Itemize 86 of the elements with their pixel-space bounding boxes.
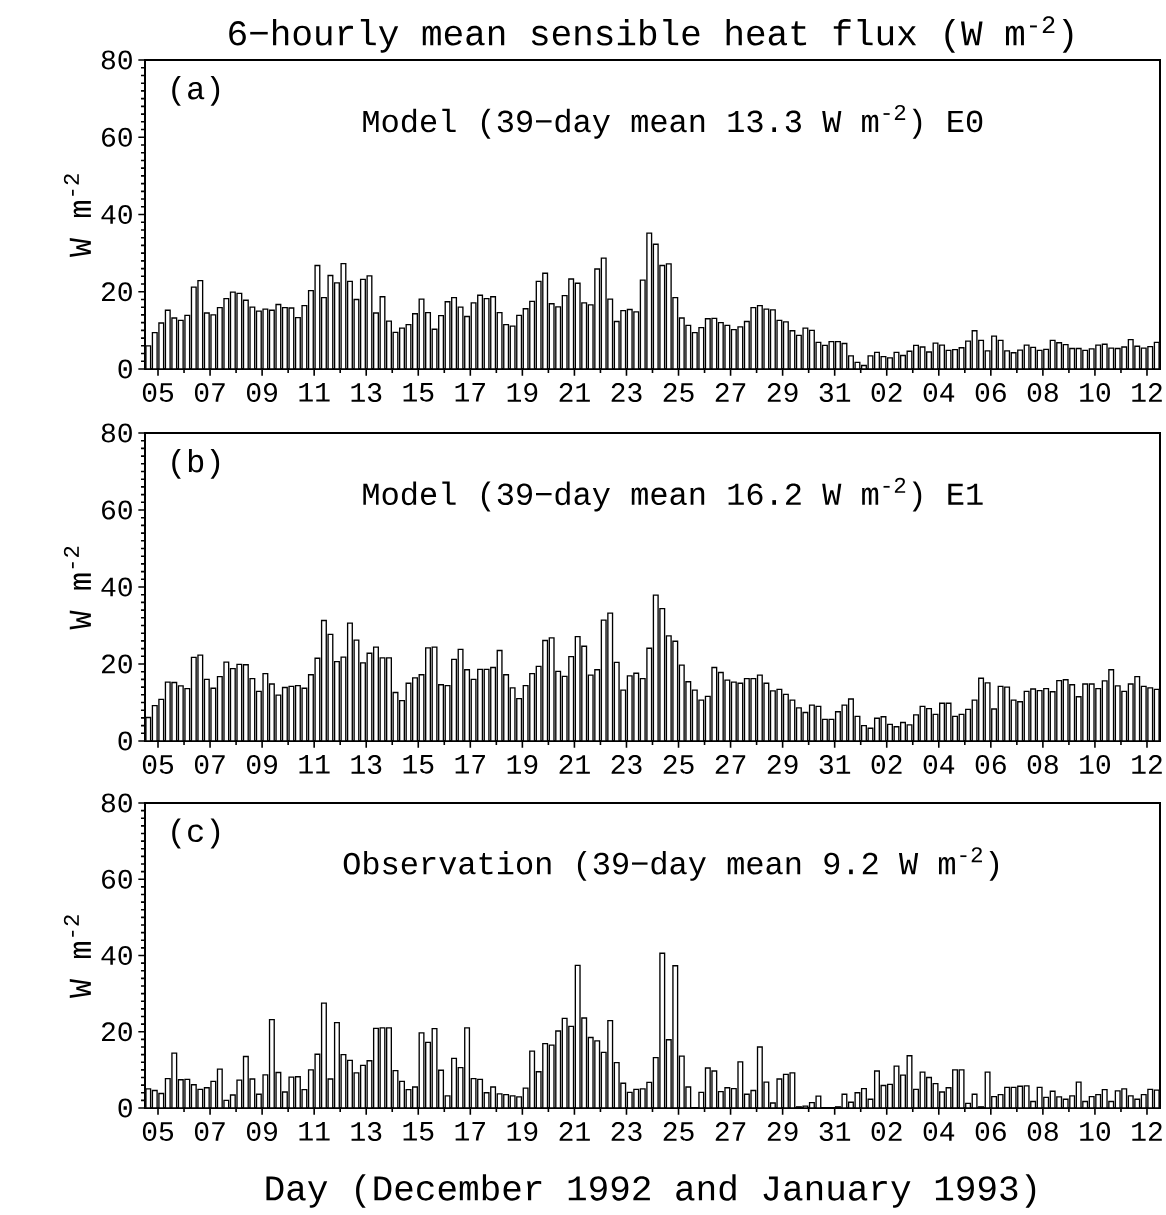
x-tick-label: 25 — [663, 755, 694, 775]
x-tick-label: 17 — [455, 1122, 485, 1141]
x-tick-label: 31 — [819, 755, 851, 775]
x-tick-label: 27 — [715, 1122, 746, 1141]
y-axis-title: W m$^{-2}$ — [63, 546, 91, 630]
y-tick-label: 80 — [101, 423, 132, 443]
x-tick-label: 12 — [1132, 1122, 1162, 1141]
x-tick-label: 04 — [923, 1122, 955, 1142]
x-tick-label: 25 — [663, 383, 694, 403]
x-tick-label: 21 — [559, 1122, 590, 1141]
x-tick-label: 06 — [975, 1122, 1006, 1142]
x-tick-label: 08 — [1027, 383, 1058, 403]
x-tick-label: 29 — [767, 755, 798, 775]
x-tick-label: 15 — [403, 383, 434, 402]
x-tick-label: 15 — [403, 1122, 434, 1141]
x-tick-label: 12 — [1132, 755, 1162, 774]
x-tick-label: 02 — [871, 1122, 902, 1142]
x-tick-label: 23 — [611, 383, 642, 403]
x-tick-label: 19 — [507, 1122, 538, 1142]
y-axis-title: W m$^{-2}$ — [63, 915, 91, 999]
y-tick-label: 0 — [118, 731, 132, 751]
x-tick-label: 05 — [142, 383, 174, 403]
x-axis-title: Day (December 1992 and January 1993) — [266, 1174, 1036, 1208]
annotation: (b) — [172, 448, 220, 479]
y-tick-label: 40 — [101, 577, 132, 597]
x-tick-label: 08 — [1027, 1122, 1058, 1142]
x-tick-label: 11 — [299, 383, 330, 402]
y-tick-label: 80 — [101, 793, 132, 813]
y-tick-label: 20 — [101, 654, 132, 674]
x-tick-label: 04 — [923, 383, 955, 403]
y-tick-label: 0 — [118, 359, 132, 379]
y-tick-label: 20 — [101, 1022, 132, 1042]
x-tick-label: 12 — [1132, 383, 1162, 402]
x-tick-label: 15 — [403, 755, 434, 774]
x-tick-label: 11 — [299, 1122, 330, 1141]
chart-title: 6−hourly mean sensible heat flux (W m$^{-2}$) — [229, 16, 1073, 53]
x-tick-label: 31 — [819, 383, 851, 403]
annotation: Model (39−day mean 16.2 W m$^{-2}$) E1 — [363, 477, 983, 512]
x-tick-label: 10 — [1080, 755, 1111, 775]
x-tick-label: 29 — [767, 383, 798, 403]
x-tick-label: 07 — [194, 383, 225, 403]
x-tick-label: 21 — [559, 383, 590, 402]
x-tick-label: 23 — [611, 1122, 642, 1142]
x-tick-label: 17 — [455, 755, 485, 774]
annotation: (c) — [172, 818, 220, 849]
x-tick-label: 05 — [142, 1122, 174, 1142]
x-tick-label: 27 — [715, 755, 746, 774]
x-tick-label: 09 — [247, 1122, 277, 1142]
x-tick-label: 10 — [1080, 383, 1111, 403]
x-tick-label: 13 — [351, 1122, 382, 1142]
x-tick-label: 02 — [871, 755, 902, 775]
annotation: Observation (39−day mean 9.2 W m$^{-2}$) — [343, 847, 999, 881]
x-tick-label: 07 — [194, 1122, 225, 1142]
x-tick-label: 09 — [247, 383, 277, 403]
x-tick-label: 19 — [507, 755, 538, 775]
x-tick-label: 17 — [455, 383, 485, 402]
x-tick-label: 05 — [142, 755, 174, 775]
x-tick-label: 04 — [923, 755, 955, 775]
y-axis-title: W m$^{-2}$ — [63, 174, 91, 258]
x-tick-label: 23 — [611, 755, 642, 775]
x-tick-label: 13 — [351, 383, 382, 403]
x-tick-label: 19 — [507, 383, 538, 403]
x-tick-label: 31 — [819, 1122, 851, 1142]
y-tick-label: 60 — [102, 869, 132, 889]
x-tick-label: 27 — [715, 383, 746, 402]
y-tick-label: 80 — [101, 50, 132, 70]
x-tick-label: 06 — [975, 383, 1006, 403]
x-tick-label: 09 — [247, 755, 277, 775]
x-tick-label: 02 — [871, 383, 902, 403]
x-tick-label: 08 — [1027, 755, 1058, 775]
y-tick-label: 0 — [118, 1098, 132, 1118]
x-tick-label: 06 — [975, 755, 1006, 775]
x-tick-label: 11 — [299, 755, 330, 774]
x-tick-label: 13 — [351, 755, 382, 775]
annotation: (a) — [172, 75, 220, 106]
x-tick-label: 07 — [194, 755, 225, 775]
y-tick-label: 60 — [102, 500, 132, 520]
y-tick-label: 40 — [101, 204, 132, 224]
y-tick-label: 60 — [102, 127, 132, 147]
x-tick-label: 25 — [663, 1122, 694, 1142]
y-tick-label: 20 — [101, 282, 132, 302]
annotation: Model (39−day mean 13.3 W m$^{-2}$) E0 — [363, 104, 983, 139]
x-tick-label: 10 — [1080, 1122, 1111, 1142]
x-tick-label: 21 — [559, 755, 590, 774]
y-tick-label: 40 — [101, 945, 132, 965]
x-tick-label: 29 — [767, 1122, 798, 1142]
